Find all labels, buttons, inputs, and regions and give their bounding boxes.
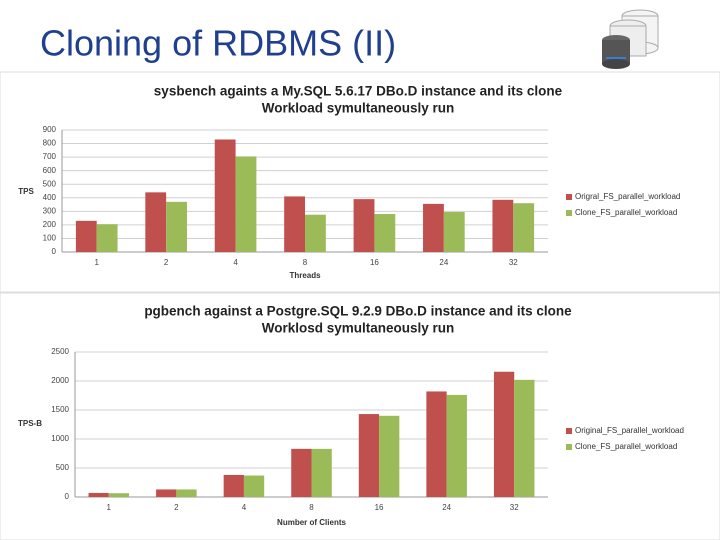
y-tick-label: 500 [56, 463, 70, 472]
chart-frame [0, 71, 720, 293]
bar [423, 203, 444, 252]
bar [156, 489, 177, 497]
x-tick-label: 8 [303, 258, 308, 267]
y-tick-label: 0 [52, 247, 57, 256]
bar [493, 371, 515, 497]
database-icon [602, 9, 659, 69]
bar [75, 220, 97, 252]
y-tick-label: 600 [43, 166, 57, 175]
legend-swatch [566, 428, 572, 434]
y-tick-label: 700 [43, 152, 57, 161]
bar [166, 201, 187, 252]
bar [492, 199, 514, 252]
x-tick-label: 2 [164, 258, 169, 267]
chart-title: sysbench againts a My.SQL 5.6.17 DBo.D i… [154, 84, 563, 99]
bar [284, 196, 305, 252]
x-tick-label: 16 [375, 503, 384, 512]
x-axis-label: Threads [289, 271, 321, 280]
y-axis-label: TPS [18, 187, 34, 196]
x-tick-label: 24 [439, 258, 448, 267]
y-tick-label: 0 [65, 492, 70, 501]
bar [243, 475, 265, 497]
legend-swatch [566, 194, 572, 200]
chart-subtitle: Worklosd symultaneously run [262, 321, 455, 336]
y-tick-label: 900 [43, 125, 57, 134]
x-tick-label: 8 [309, 503, 314, 512]
bar [96, 224, 118, 252]
legend-label: Original_FS_parallel_workload [575, 426, 684, 435]
y-tick-label: 500 [43, 179, 57, 188]
x-tick-label: 4 [233, 258, 238, 267]
bar [305, 214, 326, 252]
bar [176, 489, 197, 497]
x-tick-label: 16 [370, 258, 379, 267]
bar [223, 474, 244, 497]
y-tick-label: 200 [43, 220, 57, 229]
x-tick-label: 4 [242, 503, 247, 512]
y-tick-label: 1500 [51, 405, 69, 414]
bar [446, 394, 467, 497]
y-tick-label: 400 [43, 193, 57, 202]
bar [513, 203, 535, 252]
legend-label: Clone_FS_parallel_workload [575, 208, 677, 217]
bar [235, 156, 257, 252]
y-tick-label: 100 [43, 234, 57, 243]
bar [514, 379, 535, 497]
x-axis-label: Number of Clients [277, 518, 346, 527]
chart-subtitle: Workload symultaneously run [262, 101, 455, 116]
bar [379, 415, 400, 497]
bar [214, 139, 236, 252]
x-tick-label: 2 [174, 503, 179, 512]
legend-swatch [566, 210, 572, 216]
bar [353, 199, 375, 252]
y-tick-label: 2500 [51, 347, 69, 356]
y-tick-label: 1000 [51, 434, 69, 443]
bar [291, 448, 312, 497]
slide-title: Cloning of RDBMS (II) [40, 23, 396, 64]
bar [374, 214, 396, 252]
x-tick-label: 1 [94, 258, 99, 267]
x-tick-label: 32 [510, 503, 519, 512]
legend-label: Origral_FS_parallel_workload [575, 192, 680, 201]
legend-swatch [566, 444, 572, 450]
bar [426, 391, 447, 497]
bar [443, 212, 465, 252]
y-tick-label: 300 [43, 206, 57, 215]
y-axis-label: TPS-B [18, 419, 42, 428]
bar [358, 414, 380, 497]
bar [311, 448, 332, 497]
x-tick-label: 32 [509, 258, 518, 267]
y-tick-label: 2000 [51, 376, 69, 385]
bar [108, 493, 130, 497]
x-tick-label: 1 [107, 503, 112, 512]
chart-title: pgbench against a Postgre.SQL 9.2.9 DBo.… [144, 304, 572, 319]
bar [145, 192, 167, 252]
x-tick-label: 24 [442, 503, 451, 512]
legend-label: Clone_FS_parallel_workload [575, 442, 677, 451]
y-tick-label: 800 [43, 139, 57, 148]
bar [88, 492, 109, 497]
